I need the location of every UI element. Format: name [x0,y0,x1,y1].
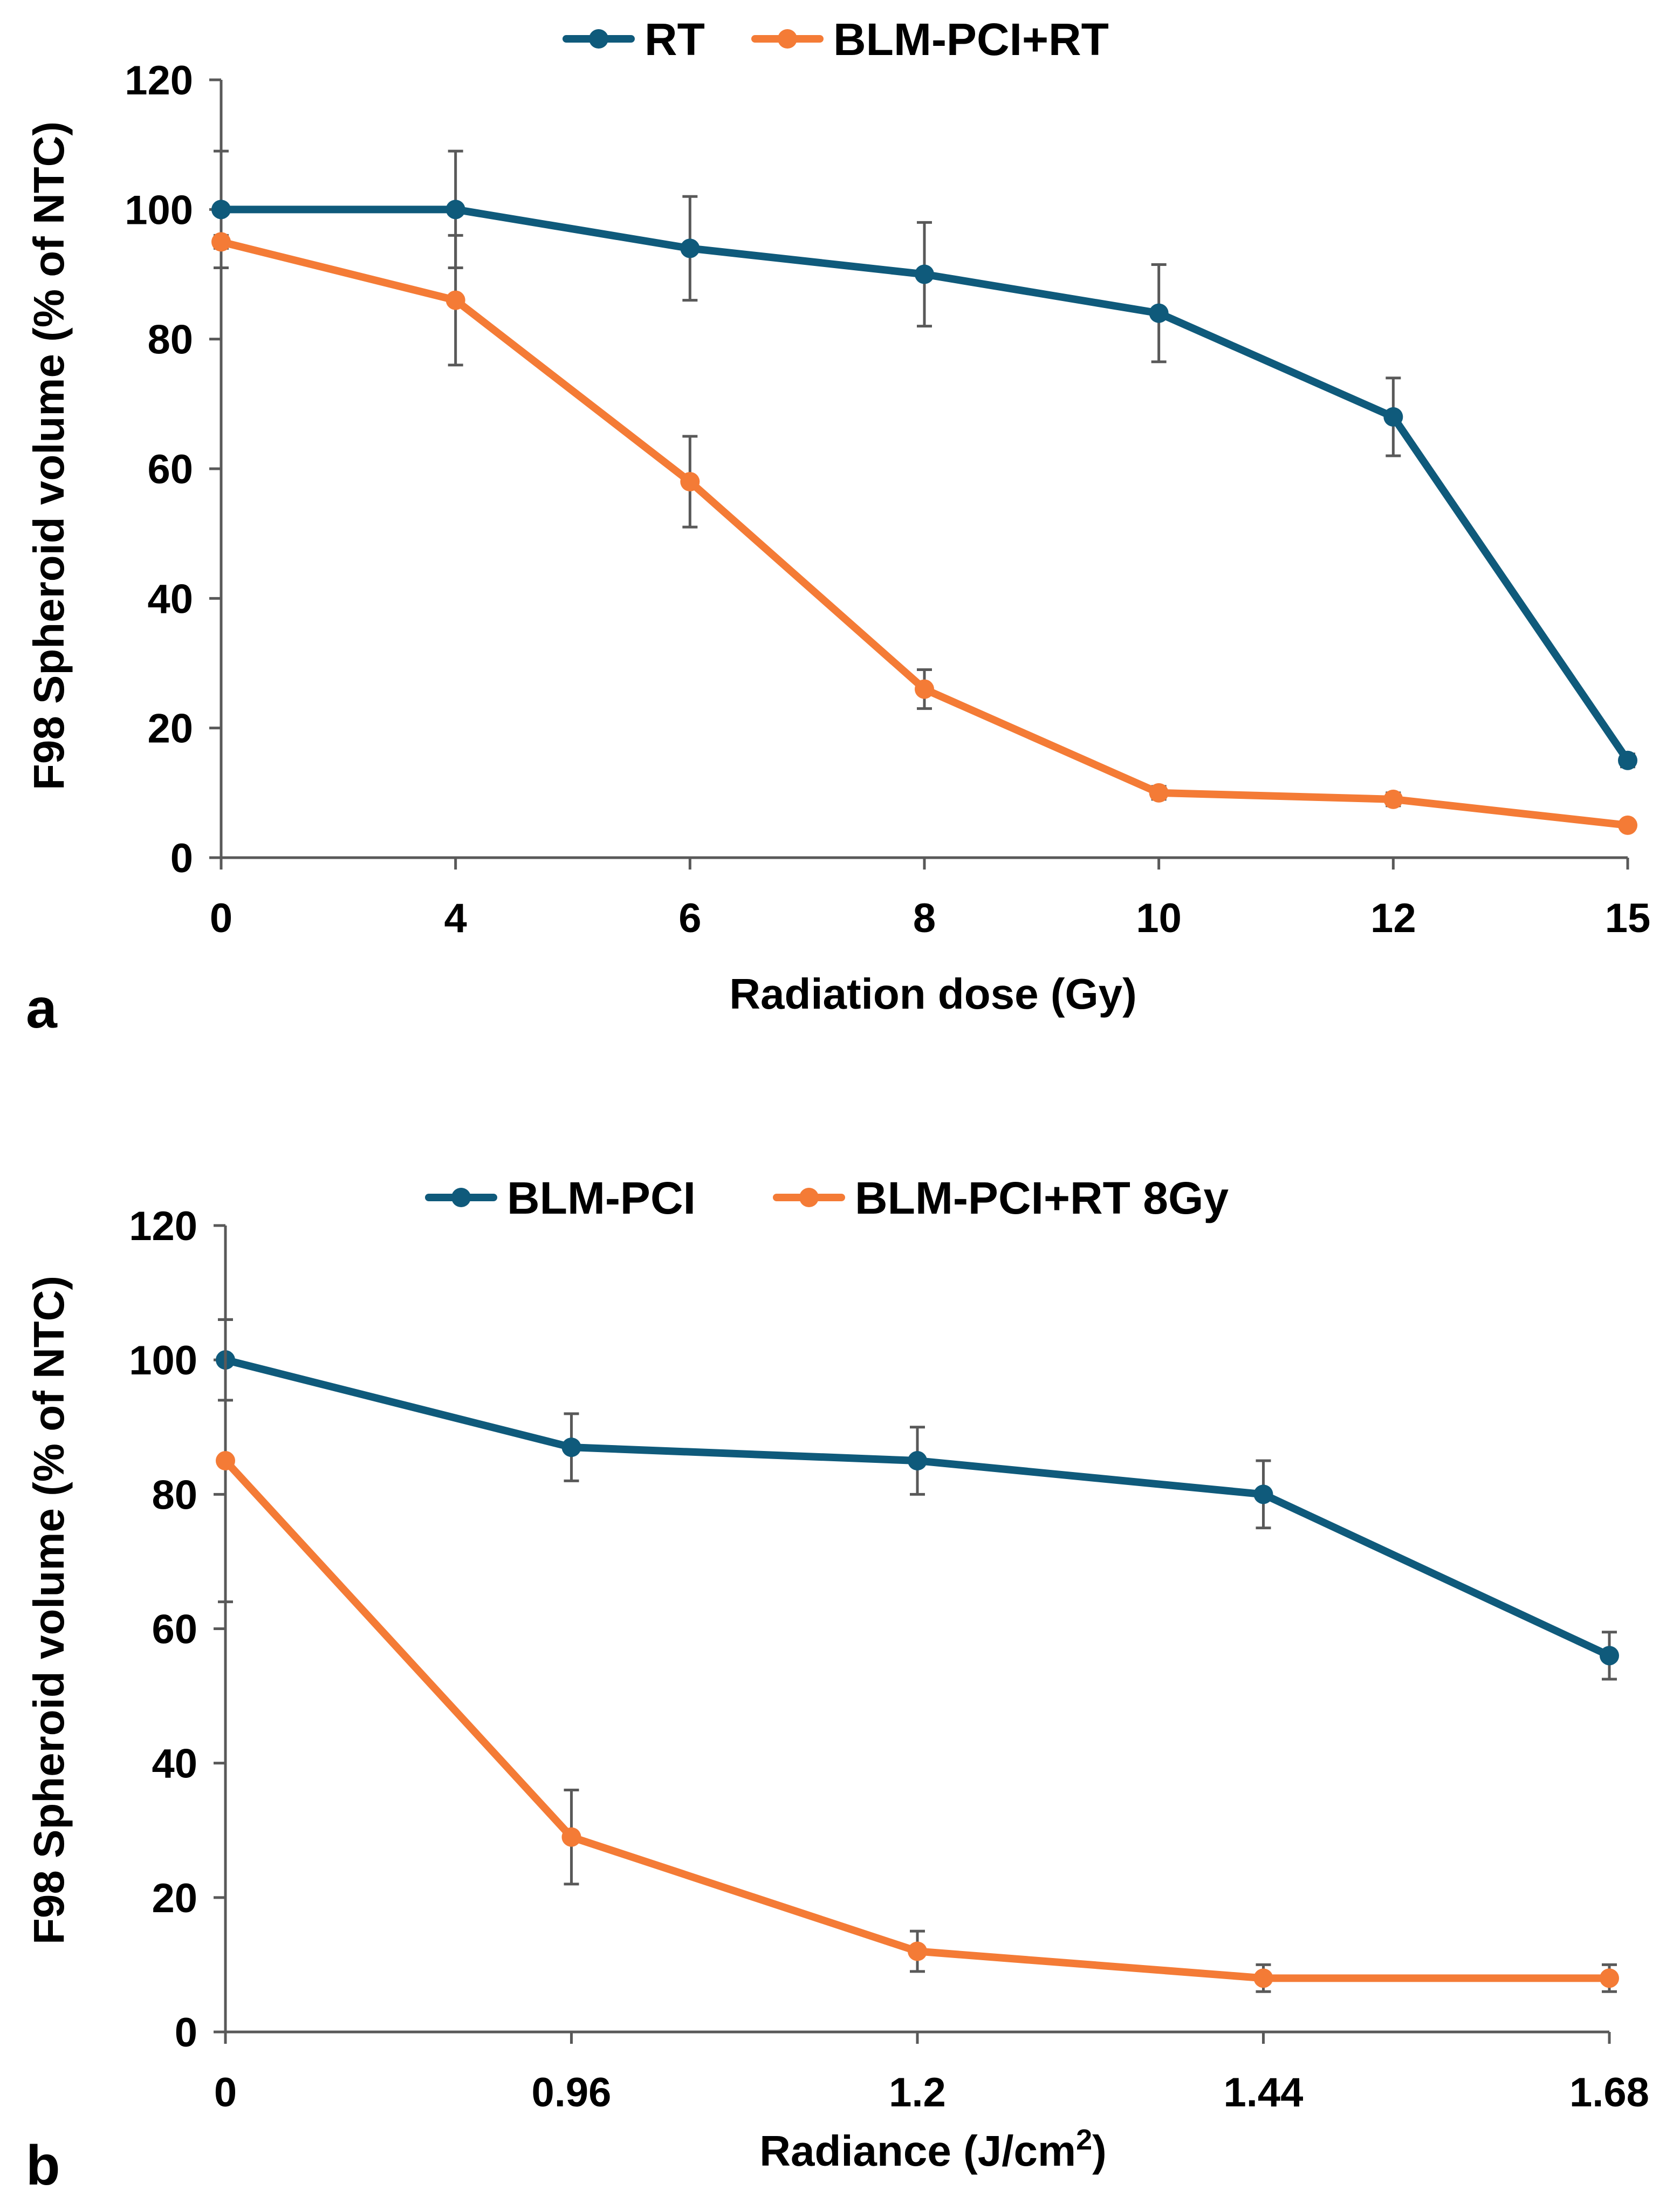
x-tick-label: 0 [214,2070,237,2116]
x-axis-title-end: ) [1092,2127,1107,2175]
data-point [1383,789,1403,809]
data-point [445,290,465,310]
y-tick-label: 0 [170,836,193,881]
x-axis-title: Radiance (J/cm2) [759,2124,1107,2175]
y-axis-title: F98 Spheroid volume (% of NTC) [25,121,73,790]
x-tick-label: 12 [1370,895,1416,941]
y-tick-label: 100 [129,1338,197,1384]
legend-swatch-marker [778,29,797,49]
x-tick-label: 8 [913,895,936,941]
data-point [908,1941,927,1961]
data-point [1253,1484,1273,1504]
y-axis-title: F98 Spheroid volume (% of NTC) [25,1276,73,1945]
x-tick-label: 15 [1605,895,1651,941]
y-tick-label: 100 [125,187,193,233]
y-tick-label: 20 [152,1876,197,1921]
x-axis-title-main: Radiance (J/cm [759,2127,1076,2175]
data-point [1253,1968,1273,1988]
x-tick-label: 10 [1136,895,1182,941]
data-point [908,1451,927,1471]
legend-entry-1: BLM-PCI [425,1173,696,1223]
y-tick-label: 80 [152,1472,197,1518]
data-point [1618,815,1637,835]
legend-label: BLM-PCI+RT 8Gy [855,1173,1229,1223]
data-point [915,679,934,699]
y-tick-label: 80 [147,317,193,363]
data-point [680,472,700,492]
data-point [445,200,465,220]
legend-swatch-marker [799,1188,819,1207]
panel-label-a: a [26,977,58,1040]
x-axis-title: Radiation dose (Gy) [729,970,1137,1018]
legend-swatch-marker [589,29,608,49]
chart-panel-b: BLM-PCI BLM-PCI+RT 8Gy F98 Spheroid volum… [25,1173,1649,2197]
legend: BLM-PCI BLM-PCI+RT 8Gy [425,1173,1229,1223]
x-tick-label: 6 [678,895,701,941]
y-tick-label: 120 [125,58,193,104]
x-tick-label: 1.2 [889,2070,946,2116]
y-tick-label: 40 [147,576,193,622]
data-point [680,238,700,258]
x-tick-label: 1.68 [1569,2070,1649,2116]
legend-entry-2: BLM-PCI+RT [751,14,1109,65]
data-point [1383,407,1403,427]
axes: 0 20 40 60 80 100 120 0 0.96 1.2 1.44 1.68 [129,1203,1649,2116]
x-tick-label: 1.44 [1224,2070,1304,2116]
x-tick-label: 0.96 [532,2070,612,2116]
data-point [915,264,934,284]
y-tick-label: 60 [152,1607,197,1653]
y-tick-label: 0 [175,2010,197,2056]
data-point [211,200,231,220]
legend-label: BLM-PCI [507,1173,696,1223]
legend-label: RT [644,14,705,65]
legend-entry-1: RT [563,14,705,65]
series-1 [211,149,1637,770]
y-tick-label: 40 [152,1741,197,1787]
plot-area [211,149,1637,835]
data-point [1149,783,1169,803]
data-point [1618,750,1637,770]
y-tick-label: 120 [129,1203,197,1249]
legend-swatch-marker [451,1188,471,1207]
legend: RT BLM-PCI+RT [563,14,1109,65]
legend-entry-2: BLM-PCI+RT 8Gy [773,1173,1229,1223]
series-2 [216,1318,1619,1993]
data-point [1600,1968,1619,1988]
legend-label: BLM-PCI+RT [833,14,1109,65]
y-tick-label: 60 [147,447,193,492]
data-point [561,1827,581,1847]
chart-panel-a: RT BLM-PCI+RT F98 Spheroid volume (% of N… [25,14,1650,1040]
axes: 0 20 40 60 80 100 120 0 4 6 8 10 12 15 [125,58,1650,941]
panel-label-b: b [26,2134,60,2197]
x-tick-label: 0 [210,895,232,941]
data-point [561,1438,581,1457]
data-point [211,232,231,252]
series-2 [211,232,1637,835]
x-tick-label: 4 [444,895,467,941]
plot-area [216,1318,1619,1993]
data-point [216,1451,235,1471]
x-axis-title-superscript: 2 [1076,2124,1092,2156]
data-point [1149,303,1169,323]
data-point [1600,1646,1619,1666]
y-tick-label: 20 [147,706,193,752]
